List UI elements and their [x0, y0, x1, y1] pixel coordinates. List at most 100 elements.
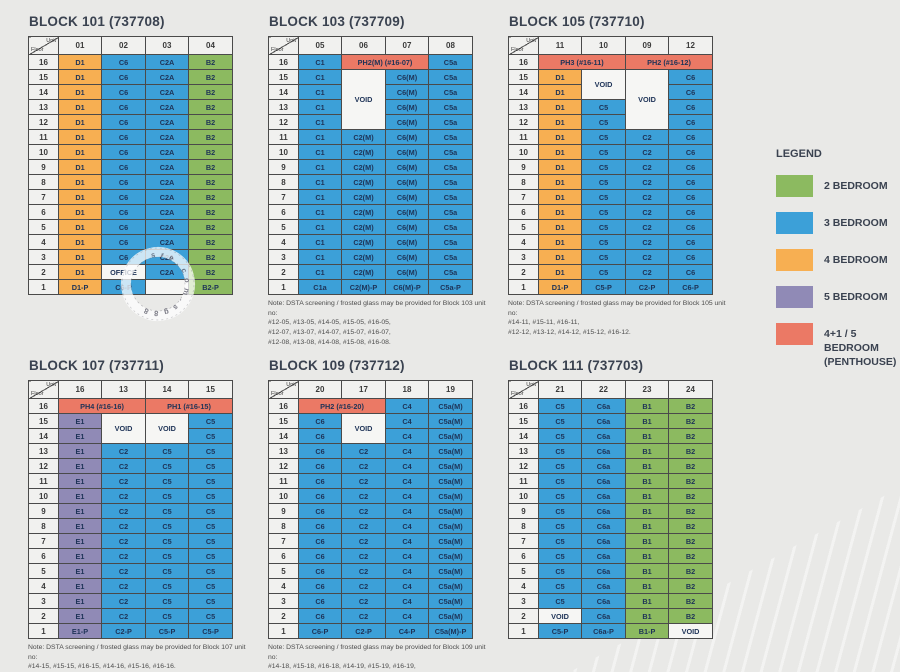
floor-number: 1	[508, 623, 539, 639]
unit-cell: C5	[188, 413, 233, 429]
unit-cell: C6	[101, 249, 146, 265]
unit-cell: C6	[668, 144, 713, 160]
unit-cell: D1	[538, 144, 582, 160]
unit-cell: B1-P	[625, 623, 669, 639]
note-line: #14-11, #15-11, #16-11,	[508, 319, 580, 327]
floor-row: 2 E1 C2 C5 C5	[28, 608, 233, 624]
unit-cell: B1	[625, 503, 669, 519]
floor-row: 4 E1 C2 C5 C5	[28, 578, 233, 594]
unit-cell: C2	[625, 159, 669, 175]
floor-row: 8 D1 C6 C2A B2	[28, 174, 233, 190]
legend-item-2br: 2 BEDROOM	[776, 175, 900, 197]
unit-cell: C5	[581, 249, 626, 265]
unit-cell: C2A	[145, 174, 189, 190]
floor-row: 7 D1 C5 C2 C6	[508, 189, 713, 205]
unit-cell: C5	[538, 443, 582, 459]
unit-cell: C5-P	[538, 623, 582, 639]
unit-cell: B2-P	[188, 279, 233, 295]
unit-cell: B2	[668, 503, 713, 519]
unit-cell: B2	[188, 84, 233, 100]
floor-number: 5	[508, 219, 539, 235]
block-109-grid: Unit Floor 20 17 18 19 16 PH2 (#16-20) C4 C5a(M) 1…	[268, 380, 473, 639]
floor-number: 11	[508, 473, 539, 489]
unit-cell: C6	[101, 219, 146, 235]
unit-cell: E1	[58, 443, 102, 459]
floor-row: 13 C6 C2 C4 C5a(M)	[268, 443, 473, 459]
floor-number: 8	[508, 174, 539, 190]
block-111-title: BLOCK 111 (737703)	[509, 358, 644, 373]
unit-cell: C5	[581, 234, 626, 250]
unit-cell: B2	[188, 174, 233, 190]
unit-cell: C5a(M)	[428, 593, 473, 609]
unit-cell: B2	[188, 204, 233, 220]
floor-row: 12 D1 C5 C6	[508, 114, 713, 130]
unit-cell: C6a	[581, 563, 626, 579]
corner-floor-label: Floor	[511, 47, 524, 53]
unit-cell: C6	[101, 84, 146, 100]
floor-number: 9	[508, 503, 539, 519]
unit-cell: C5a(M)	[428, 458, 473, 474]
unit-cell: C6	[668, 204, 713, 220]
floor-number: 16	[268, 54, 299, 70]
unit-cell: B2	[668, 488, 713, 504]
unit-cell: C2	[341, 548, 386, 564]
unit-cell: B2	[188, 99, 233, 115]
unit-cell: PH1 (#16-15)	[145, 398, 233, 414]
floor-number: 9	[28, 159, 59, 175]
unit-cell: C5	[188, 578, 233, 594]
floor-number: 8	[508, 518, 539, 534]
floor-number: 11	[508, 129, 539, 145]
unit-cell: C2(M)	[341, 219, 386, 235]
unit-cell: B2	[668, 563, 713, 579]
unit-cell: C6	[101, 159, 146, 175]
void-cell: VOID	[341, 413, 386, 444]
unit-cell: C5	[538, 488, 582, 504]
unit-cell: C5	[581, 144, 626, 160]
unit-cell: B1	[625, 473, 669, 489]
floor-row: 3 C6 C2 C4 C5a(M)	[268, 593, 473, 609]
unit-cell: C6	[298, 578, 342, 594]
floor-row: 2 C1 C2(M) C6(M) C5a	[268, 264, 473, 280]
unit-cell: C6a	[581, 428, 626, 444]
unit-floor-corner-cell: Unit Floor	[268, 36, 299, 55]
floor-number: 12	[268, 458, 299, 474]
unit-cell: PH4 (#16-16)	[58, 398, 146, 414]
unit-cell: C5	[145, 578, 189, 594]
floor-row: 15 D1 C6 C2A B2	[28, 69, 233, 85]
floor-number: 9	[268, 159, 299, 175]
unit-cell: C5	[188, 593, 233, 609]
unit-cell: B1	[625, 563, 669, 579]
unit-cell: C6	[298, 533, 342, 549]
floor-number: 2	[28, 608, 59, 624]
unit-cell: C5a	[428, 249, 473, 265]
block-101-title: BLOCK 101 (737708)	[29, 14, 165, 29]
unit-floor-corner-cell: Unit Floor	[508, 36, 539, 55]
floor-row: 8 C6 C2 C4 C5a(M)	[268, 518, 473, 534]
floor-row: 10 E1 C2 C5 C5	[28, 488, 233, 504]
floor-number: 8	[268, 518, 299, 534]
floor-number: 5	[508, 563, 539, 579]
unit-cell: C2A	[145, 69, 189, 85]
unit-cell: D1	[538, 234, 582, 250]
floor-number: 8	[28, 174, 59, 190]
unit-cell: C2-P	[101, 623, 146, 639]
floor-number: 3	[268, 593, 299, 609]
unit-cell: C6a	[581, 608, 626, 624]
unit-cell: C5	[145, 563, 189, 579]
void-cell: VOID	[145, 413, 189, 444]
unit-cell: C1	[298, 189, 342, 205]
unit-cell: C6	[298, 413, 342, 429]
floor-number: 2	[508, 264, 539, 280]
unit-cell: C2	[101, 563, 146, 579]
floor-row: 6 E1 C2 C5 C5	[28, 548, 233, 564]
unit-cell: D1	[58, 264, 102, 280]
unit-cell: C5	[188, 608, 233, 624]
floor-number: 5	[28, 219, 59, 235]
unit-cell: C6	[668, 114, 713, 130]
floor-number: 12	[508, 458, 539, 474]
column-header-unit-17: 17	[341, 380, 386, 399]
floor-number: 9	[28, 503, 59, 519]
unit-cell: C2A	[145, 234, 189, 250]
legend-swatch-4br	[776, 249, 813, 271]
unit-cell: C6(M)	[385, 234, 429, 250]
